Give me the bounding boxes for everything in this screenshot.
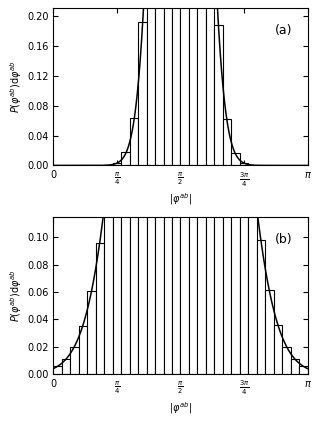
Text: (b): (b) [275,233,292,245]
Bar [231,0,240,374]
Bar [172,0,180,374]
Bar [53,366,62,374]
Bar [248,169,257,374]
Bar [282,347,291,374]
Bar [214,0,223,374]
Bar [164,0,172,165]
Bar [172,0,180,165]
Bar [231,153,240,165]
Bar [214,25,223,165]
Bar [113,163,121,165]
Bar [257,240,265,374]
Bar [130,0,138,374]
Bar [274,325,282,374]
Text: (a): (a) [275,24,292,37]
Bar [197,0,206,165]
Bar [130,118,138,165]
Bar [180,0,189,374]
Bar [265,290,274,374]
Bar [189,0,197,165]
Bar [147,0,155,165]
Bar [96,243,104,374]
Bar [189,0,197,374]
Bar [164,0,172,374]
Bar [206,0,214,374]
Bar [147,0,155,374]
Bar [299,366,308,374]
Bar [197,0,206,374]
Bar [113,76,121,374]
Bar [155,0,164,374]
Bar [138,0,147,374]
Bar [240,72,248,374]
Bar [155,0,164,165]
Bar [121,152,130,165]
Bar [87,291,96,374]
Bar [223,120,231,165]
Bar [121,0,130,374]
Bar [104,170,113,374]
X-axis label: $|\varphi^{ab}|$: $|\varphi^{ab}|$ [169,191,192,207]
Bar [138,22,147,165]
X-axis label: $|\varphi^{ab}|$: $|\varphi^{ab}|$ [169,400,192,416]
Bar [79,326,87,374]
Bar [180,0,189,165]
Bar [291,359,299,374]
Bar [206,0,214,165]
Bar [62,359,70,374]
Y-axis label: $P(\varphi^{ab})\mathrm{d}\varphi^{ab}$: $P(\varphi^{ab})\mathrm{d}\varphi^{ab}$ [8,61,24,113]
Bar [223,0,231,374]
Bar [240,163,248,165]
Y-axis label: $P(\varphi^{ab})\mathrm{d}\varphi^{ab}$: $P(\varphi^{ab})\mathrm{d}\varphi^{ab}$ [8,269,24,322]
Bar [70,347,79,374]
